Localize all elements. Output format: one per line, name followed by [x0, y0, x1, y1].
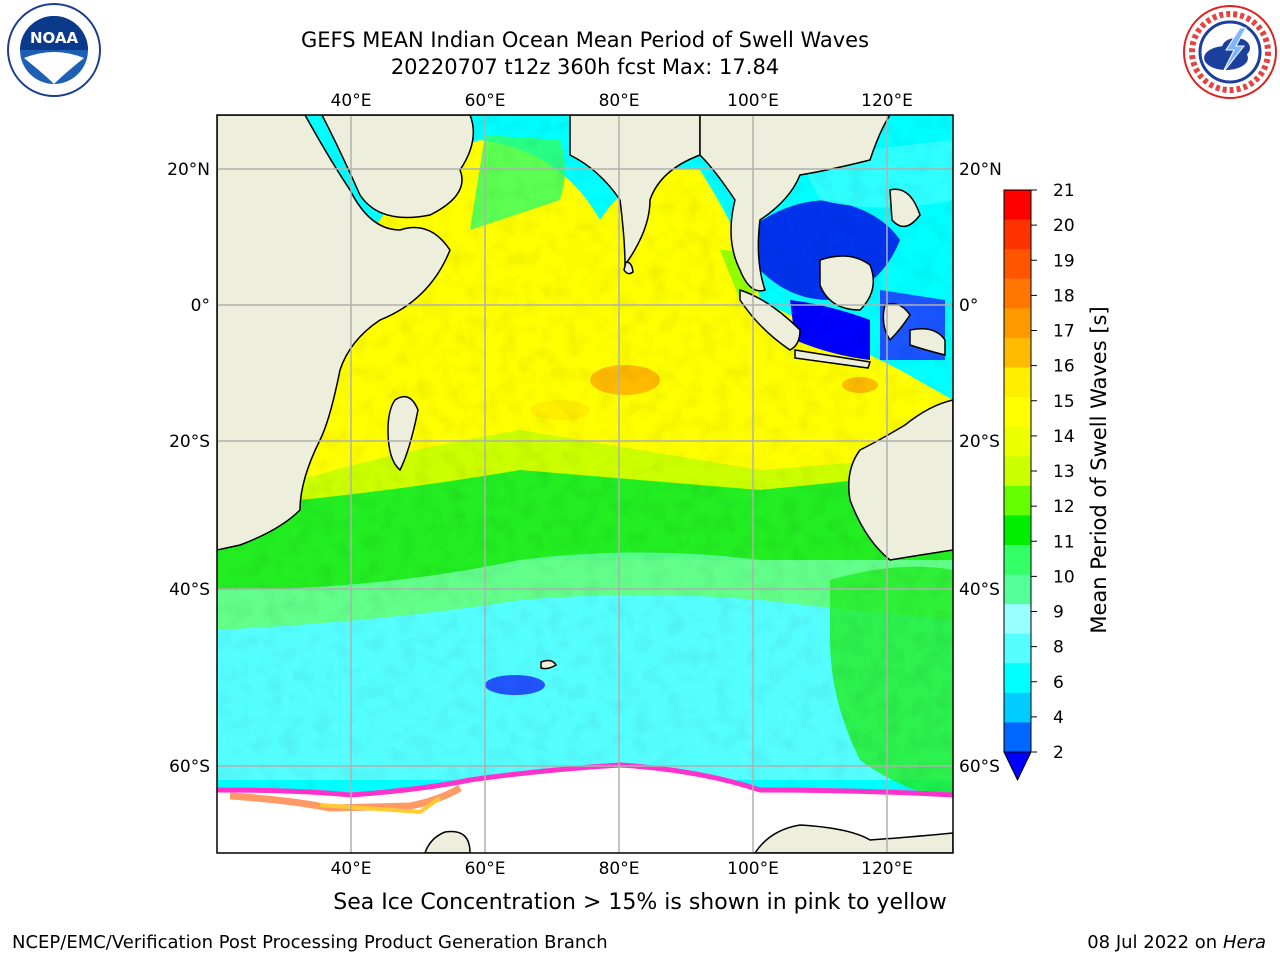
- lon-label-top: 60°E: [465, 91, 506, 111]
- colorbar-tick-label: 15: [1053, 392, 1075, 412]
- lat-label-left: 40°S: [169, 580, 210, 600]
- colorbar-tick-label: 13: [1053, 462, 1075, 482]
- colorbar-tick-label: 6: [1053, 673, 1064, 693]
- footer-host: Hera: [1222, 932, 1266, 953]
- lon-label-bottom: 40°E: [331, 859, 372, 879]
- colorbar-title: Mean Period of Swell Waves [s]: [1087, 306, 1111, 633]
- colorbar-tick-label: 9: [1053, 603, 1064, 623]
- sea-ice-note: Sea Ice Concentration > 15% is shown in …: [333, 890, 947, 915]
- footer-branch: NCEP/EMC/Verification Post Processing Pr…: [12, 932, 608, 953]
- colorbar-tick-label: 11: [1053, 532, 1075, 552]
- lon-label-bottom: 60°E: [465, 859, 506, 879]
- colorbar-segment: [1004, 515, 1031, 546]
- colorbar-segment: [1004, 604, 1031, 635]
- colorbar-segment: [1004, 219, 1031, 250]
- colorbar-tick-label: 14: [1053, 427, 1075, 447]
- colorbar-segment: [1004, 337, 1031, 368]
- colorbar-tick-label: 20: [1053, 216, 1075, 236]
- lat-label-right: 40°S: [959, 580, 1000, 600]
- colorbar-tick-label: 18: [1053, 286, 1075, 306]
- lat-label-left: 20°N: [167, 160, 210, 180]
- lon-label-top: 80°E: [599, 91, 640, 111]
- lon-label-top: 100°E: [727, 91, 779, 111]
- noaa-logo: NOAA: [7, 3, 101, 97]
- colorbar-tick-label: 10: [1053, 567, 1075, 587]
- colorbar-segment: [1004, 544, 1031, 576]
- colorbar-segment: [1004, 190, 1031, 221]
- colorbar-segment: [1004, 278, 1031, 309]
- lat-label-left: 20°S: [169, 432, 210, 452]
- colorbar-extend-arrow: [1003, 751, 1032, 782]
- colorbar-segment: [1004, 456, 1031, 487]
- colorbar-segment: [1004, 574, 1031, 605]
- colorbar-tick-label: 17: [1053, 322, 1075, 342]
- colorbar-segment: [1004, 722, 1031, 753]
- nws-logo: [1183, 5, 1277, 99]
- chart-title: GEFS MEAN Indian Ocean Mean Period of Sw…: [300, 28, 870, 52]
- map-frame: [216, 114, 954, 854]
- graticule: [217, 115, 953, 853]
- lat-label-left: 0°: [191, 296, 210, 316]
- sea-ice-area: [217, 765, 953, 853]
- lon-label-top: 40°E: [331, 91, 372, 111]
- footer-date: 08 Jul 2022 on Hera: [1087, 932, 1266, 953]
- lon-label-bottom: 80°E: [599, 859, 640, 879]
- svg-text:NOAA: NOAA: [30, 29, 79, 47]
- colorbar-tick-label: 8: [1053, 638, 1064, 658]
- chart-subtitle: 20220707 t12z 360h fcst Max: 17.84: [390, 55, 780, 79]
- footer-date-text: 08 Jul 2022 on: [1087, 932, 1223, 953]
- lat-label-right: 20°N: [959, 160, 1002, 180]
- lon-label-bottom: 120°E: [861, 859, 913, 879]
- colorbar-tick-label: 12: [1053, 497, 1075, 517]
- colorbar-tick-label: 21: [1053, 181, 1075, 201]
- colorbar-tick-label: 19: [1053, 251, 1075, 271]
- colorbar-segment: [1004, 633, 1031, 664]
- lat-label-right: 20°S: [959, 432, 1000, 452]
- colorbar-segment: [1004, 397, 1031, 428]
- colorbar: 21 20 19 18 17 16 15 14 13 12 11 10 9 8 6 4 2: [1003, 181, 1075, 782]
- colorbar-tick-label: 16: [1053, 357, 1075, 377]
- colorbar-segment: [1004, 249, 1031, 280]
- colorbar-tick-label: 2: [1053, 743, 1064, 763]
- lon-label-bottom: 100°E: [727, 859, 779, 879]
- colorbar-segment: [1004, 485, 1031, 516]
- colorbar-segment: [1004, 426, 1031, 457]
- colorbar-segment: [1004, 308, 1031, 339]
- lat-label-left: 60°S: [169, 757, 210, 777]
- colorbar-segment: [1004, 367, 1031, 398]
- colorbar-segment: [1004, 692, 1031, 723]
- colorbar-tick-label: 4: [1053, 708, 1064, 728]
- lat-label-right: 0°: [959, 296, 978, 316]
- lat-label-right: 60°S: [959, 757, 1000, 777]
- lon-label-top: 120°E: [861, 91, 913, 111]
- colorbar-segment: [1004, 663, 1031, 694]
